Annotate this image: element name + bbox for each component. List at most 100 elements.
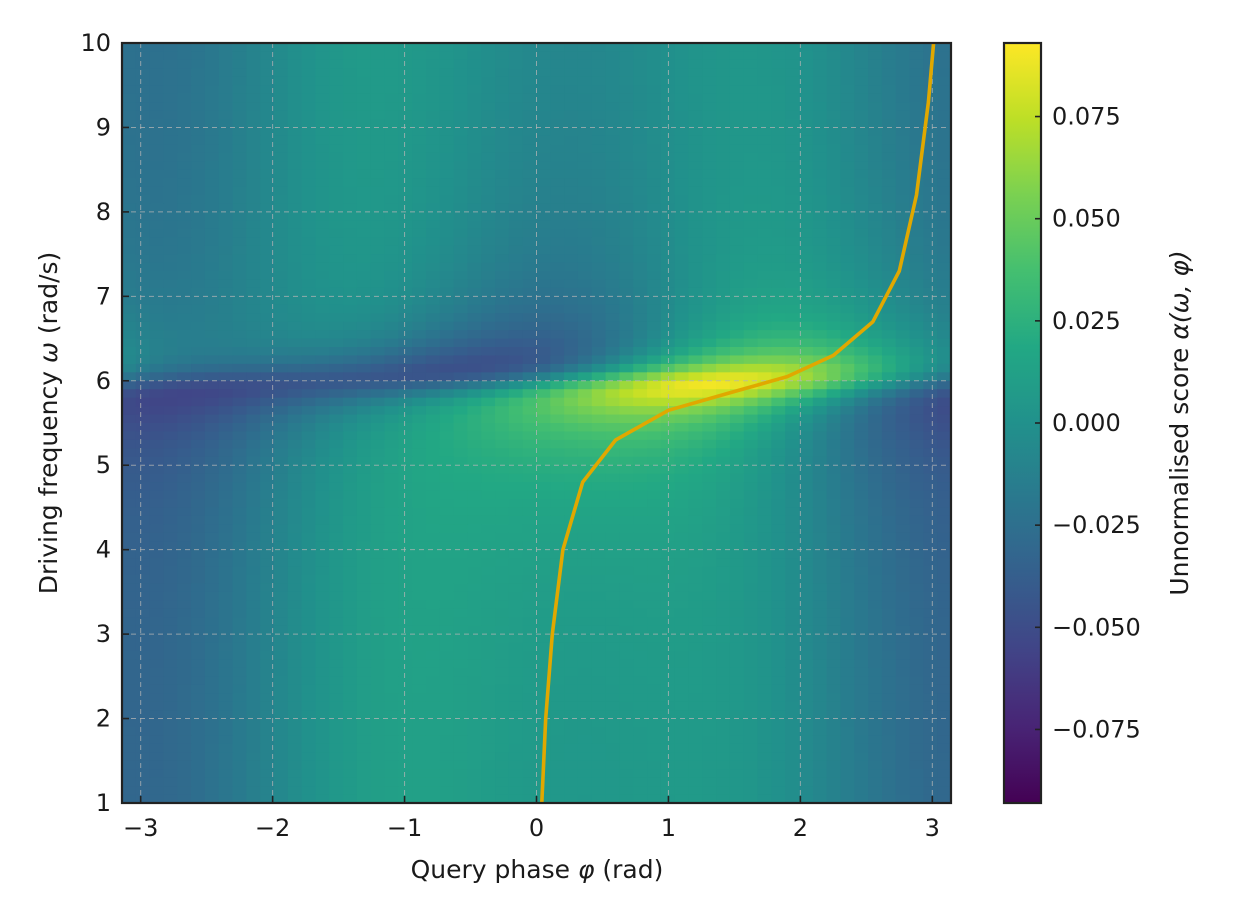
heatmap-cell <box>122 228 137 238</box>
heatmap-cell <box>425 363 441 373</box>
heatmap-cell <box>204 558 220 568</box>
heatmap-cell <box>716 684 731 694</box>
heatmap-cell <box>605 634 620 644</box>
heatmap-cell <box>398 456 413 466</box>
heatmap-cell <box>453 279 469 289</box>
heatmap-cell <box>343 195 358 205</box>
heatmap-cell <box>204 355 220 365</box>
heatmap-cell <box>481 228 496 238</box>
heatmap-cell <box>163 338 178 348</box>
heatmap-cell <box>522 110 538 120</box>
heatmap-cell <box>232 203 247 213</box>
heatmap-cell <box>564 676 579 686</box>
heatmap-cell <box>702 659 717 669</box>
heatmap-cell <box>909 600 924 610</box>
heatmap-cell <box>315 76 330 86</box>
heatmap-cell <box>508 169 524 179</box>
heatmap-cell <box>550 93 565 103</box>
heatmap-cell <box>495 617 510 627</box>
heatmap-cell <box>370 119 386 129</box>
heatmap-cell <box>260 583 275 593</box>
heatmap-cell <box>881 600 897 610</box>
heatmap-cell <box>508 262 524 272</box>
heatmap-cell <box>840 304 855 314</box>
heatmap-cell <box>771 693 786 703</box>
heatmap-cell <box>412 43 427 53</box>
heatmap-cell <box>729 169 745 179</box>
heatmap-cell <box>246 271 261 281</box>
heatmap-cell <box>246 558 261 568</box>
heatmap-cell <box>729 76 745 86</box>
heatmap-cell <box>881 710 897 720</box>
heatmap-cell <box>785 304 800 314</box>
heatmap-cell <box>273 558 289 568</box>
heatmap-cell <box>729 304 745 314</box>
heatmap-cell <box>163 296 178 306</box>
heatmap-cell <box>633 389 648 399</box>
heatmap-cell <box>260 380 275 390</box>
heatmap-cell <box>149 414 165 424</box>
heatmap-cell <box>854 532 869 542</box>
heatmap-cell <box>425 271 441 281</box>
heatmap-cell <box>743 693 759 703</box>
heatmap-cell <box>674 68 690 78</box>
heatmap-cell <box>771 237 786 247</box>
heatmap-cell <box>729 591 745 601</box>
heatmap-cell <box>495 397 510 407</box>
heatmap-cell <box>716 203 731 213</box>
heatmap-cell <box>384 524 399 534</box>
heatmap-cell <box>260 245 275 255</box>
heatmap-cell <box>495 642 510 652</box>
heatmap-cell <box>177 701 192 711</box>
heatmap-cell <box>619 456 634 466</box>
heatmap-cell <box>425 558 441 568</box>
heatmap-cell <box>757 608 772 618</box>
heatmap-cell <box>163 524 178 534</box>
heatmap-cell <box>412 727 427 737</box>
heatmap-cell <box>191 43 206 53</box>
heatmap-cell <box>605 43 620 53</box>
heatmap-cell <box>508 321 524 331</box>
heatmap-cell <box>923 473 938 483</box>
heatmap-cell <box>826 541 842 551</box>
heatmap-cell <box>536 566 551 576</box>
heatmap-cell <box>218 515 234 525</box>
heatmap-cell <box>812 397 828 407</box>
heatmap-cell <box>287 532 303 542</box>
heatmap-cell <box>425 135 441 145</box>
heatmap-cell <box>246 397 261 407</box>
heatmap-cell <box>536 254 551 264</box>
heatmap-cell <box>453 211 469 221</box>
heatmap-cell <box>688 152 703 162</box>
heatmap-cell <box>356 727 372 737</box>
heatmap-cell <box>688 330 703 340</box>
heatmap-cell <box>315 735 330 745</box>
heatmap-cell <box>743 195 759 205</box>
heatmap-cell <box>343 110 358 120</box>
heatmap-cell <box>785 287 800 297</box>
heatmap-cell <box>647 313 662 323</box>
heatmap-cell <box>287 490 303 500</box>
heatmap-cell <box>191 355 206 365</box>
heatmap-cell <box>826 186 842 196</box>
heatmap-cell <box>122 743 137 753</box>
heatmap-cell <box>716 727 731 737</box>
heatmap-cell <box>536 693 551 703</box>
heatmap-cell <box>619 659 634 669</box>
heatmap-cell <box>522 473 538 483</box>
heatmap-cell <box>743 85 759 95</box>
heatmap-cell <box>439 186 455 196</box>
heatmap-cell <box>923 448 938 458</box>
heatmap-cell <box>246 135 261 145</box>
heatmap-cell <box>909 144 924 154</box>
heatmap-cell <box>287 608 303 618</box>
heatmap-cell <box>384 363 399 373</box>
heatmap-cell <box>702 51 717 61</box>
heatmap-cell <box>481 152 496 162</box>
heatmap-cell <box>495 634 510 644</box>
heatmap-cell <box>329 575 344 585</box>
heatmap-cell <box>812 541 828 551</box>
heatmap-cell <box>329 363 344 373</box>
heatmap-cell <box>356 566 372 576</box>
heatmap-cell <box>273 456 289 466</box>
